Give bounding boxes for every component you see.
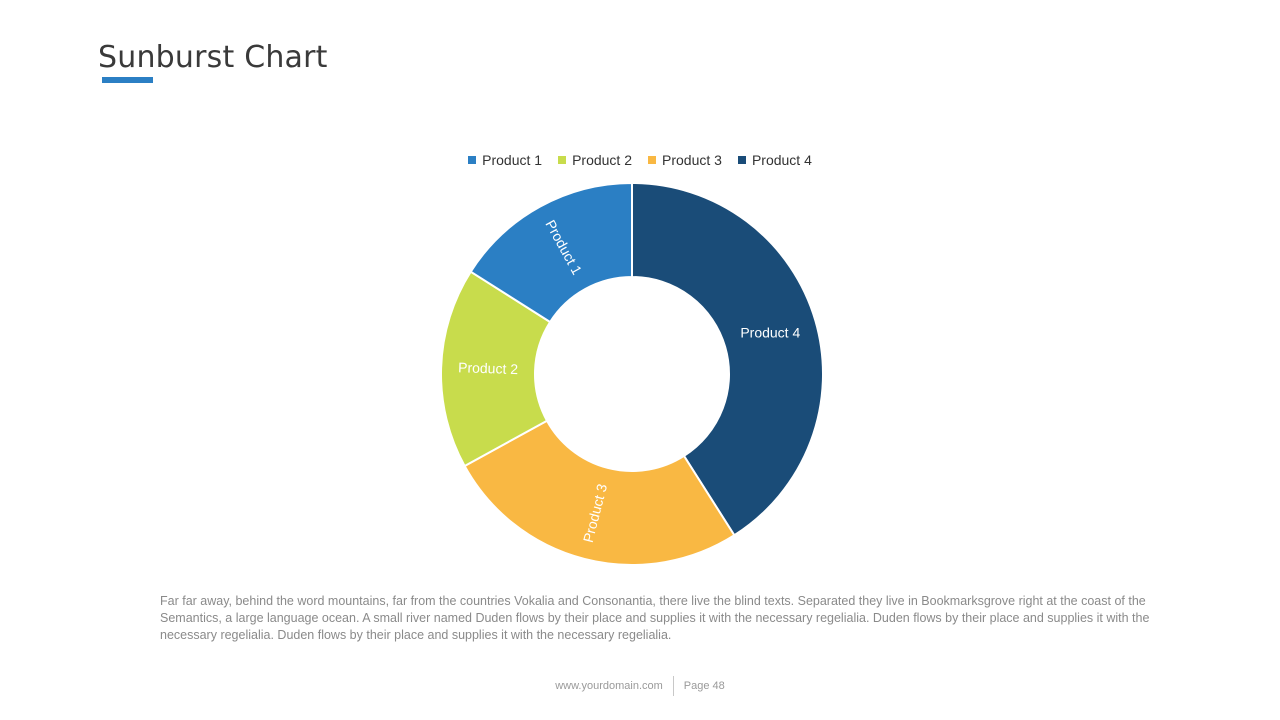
legend-label: Product 4 [751,152,812,168]
legend-item: Product 3 [648,152,722,168]
footer-divider [672,676,674,696]
donut-slice [440,270,552,468]
legend-swatch [737,156,746,164]
donut-slice [463,419,736,566]
legend-label: Product 3 [662,152,722,168]
footer-website: www.yourdomain.com [555,680,663,692]
legend-swatch [648,156,656,164]
legend-label: Product 1 [482,152,543,168]
footer-page-number: Page 48 [683,680,725,692]
slice-label: Product 4 [740,325,800,341]
body-text: Far far away, behind the word mountains,… [160,594,1150,642]
legend-item: Product 2 [558,152,632,168]
legend-swatch [468,156,477,164]
legend-item: Product 4 [737,152,812,168]
chart-legend: Product 1 Product 2 Product 3 Product 4 [0,152,1280,168]
legend-swatch [558,156,567,164]
slice-label: Product 2 [458,359,519,377]
legend-item: Product 1 [468,152,542,168]
footer: www.yourdomain.com Page 48 [0,676,1280,696]
slide-title: Sunburst Chart [98,40,328,75]
donut-slice [469,181,633,324]
donut-slice [631,181,824,537]
title-underline [102,77,153,83]
legend-label: Product 2 [572,152,632,168]
